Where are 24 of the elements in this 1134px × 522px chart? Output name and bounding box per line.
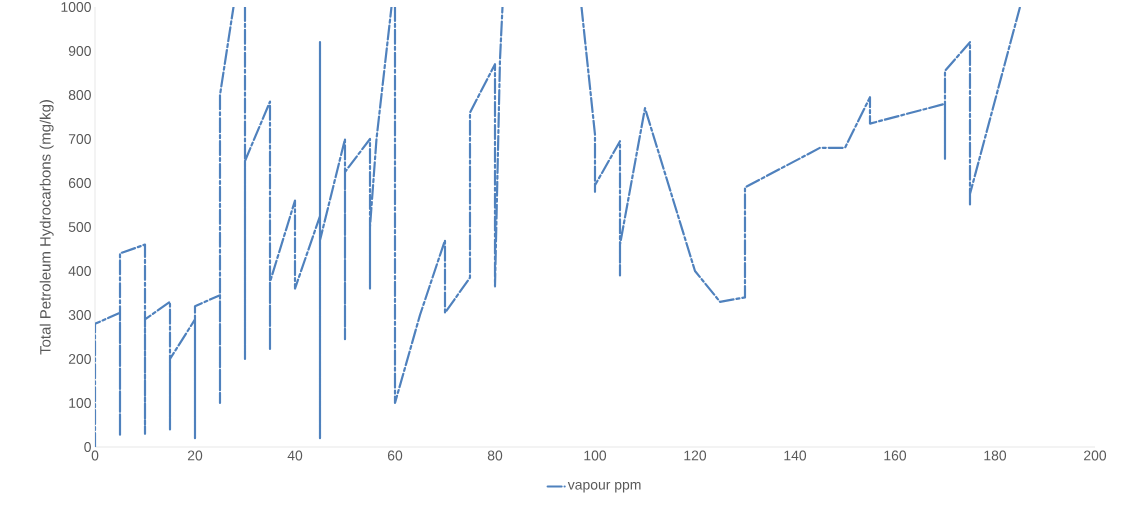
y-tick-label: 100	[69, 398, 91, 408]
y-tick-label: 400	[68, 266, 91, 276]
x-tick-label: 60	[387, 450, 403, 461]
y-tick-label: 0	[84, 442, 91, 452]
y-tick-label: 900	[68, 46, 91, 56]
x-tick-label: 140	[784, 450, 807, 461]
y-tick-label: 300	[68, 310, 91, 320]
y-tick-label: 800	[68, 90, 91, 100]
legend-label: vapour ppm	[567, 481, 641, 493]
x-tick-label: 80	[487, 450, 503, 461]
x-tick-label: 180	[984, 450, 1007, 461]
y-tick-label: 200	[68, 354, 91, 364]
x-tick-label: 0	[91, 450, 99, 461]
x-tick-label: 100	[584, 450, 607, 461]
y-tick-label: 1000	[61, 2, 91, 12]
x-tick-label: 20	[187, 450, 203, 461]
y-tick-label: 500	[68, 222, 91, 232]
y-tick-label: 600	[68, 178, 91, 188]
y-tick-label: 700	[68, 134, 91, 144]
x-tick-label: 40	[287, 450, 303, 461]
x-tick-label: 160	[884, 450, 907, 461]
x-tick-label: 200	[1084, 450, 1107, 461]
y-axis-title: Total Petroleum Hydrocarbons (mg/kg)	[39, 100, 54, 355]
x-tick-label: 120	[684, 450, 707, 461]
